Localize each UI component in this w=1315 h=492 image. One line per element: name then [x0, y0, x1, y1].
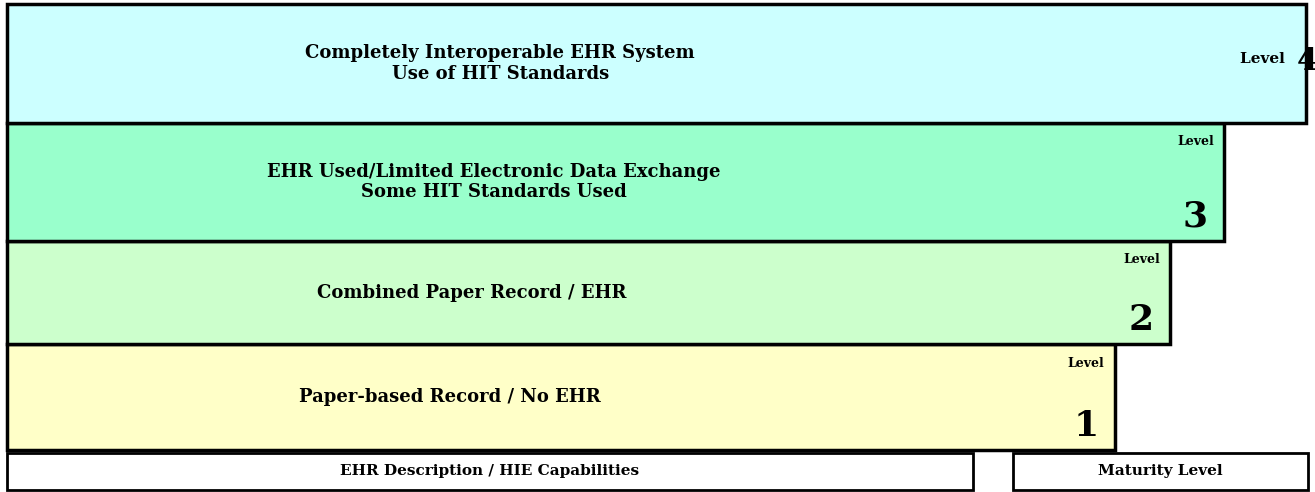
Text: Combined Paper Record / EHR: Combined Paper Record / EHR — [317, 284, 627, 302]
Text: Level: Level — [1123, 253, 1160, 266]
Text: Level: Level — [1177, 135, 1214, 148]
Text: Level: Level — [1240, 52, 1290, 65]
Bar — [7, 241, 1170, 344]
Text: Paper-based Record / No EHR: Paper-based Record / No EHR — [299, 388, 601, 406]
Text: Completely Interoperable EHR System
Use of HIT Standards: Completely Interoperable EHR System Use … — [305, 44, 696, 83]
Bar — [7, 453, 973, 490]
Bar — [7, 344, 1115, 450]
Bar — [1013, 453, 1308, 490]
Text: Level: Level — [1068, 357, 1105, 369]
Bar — [7, 4, 1306, 123]
Bar — [7, 123, 1224, 241]
Text: EHR Description / HIE Capabilities: EHR Description / HIE Capabilities — [341, 464, 639, 478]
Text: 3: 3 — [1182, 200, 1208, 234]
Text: EHR Used/Limited Electronic Data Exchange
Some HIT Standards Used: EHR Used/Limited Electronic Data Exchang… — [267, 163, 721, 201]
Text: 1: 1 — [1073, 409, 1099, 443]
Text: 2: 2 — [1128, 303, 1155, 337]
Text: 4: 4 — [1297, 45, 1315, 77]
Text: Maturity Level: Maturity Level — [1098, 464, 1223, 478]
